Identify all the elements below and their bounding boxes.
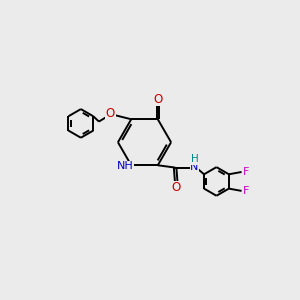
Text: F: F — [243, 167, 249, 177]
Text: F: F — [243, 186, 249, 196]
Text: N: N — [190, 162, 199, 172]
Text: NH: NH — [116, 161, 133, 171]
Text: H: H — [190, 154, 198, 164]
Text: O: O — [106, 107, 115, 120]
Text: O: O — [153, 93, 162, 106]
Text: O: O — [172, 181, 181, 194]
